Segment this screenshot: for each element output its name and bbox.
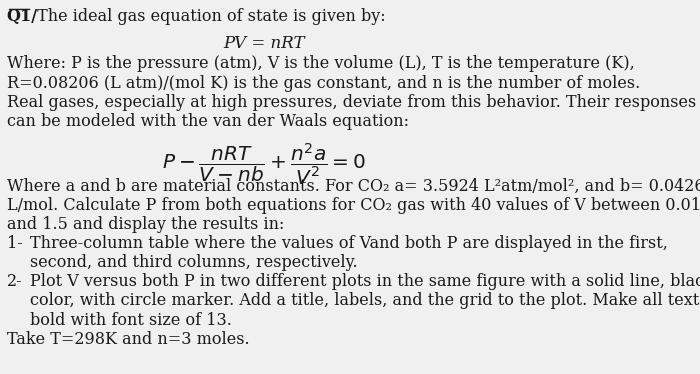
Text: L/mol. Calculate P from both equations for CO₂ gas with 40 values of V between 0: L/mol. Calculate P from both equations f… [6,197,700,214]
Text: R=0.08206 (L atm)/(mol K) is the gas constant, and n is the number of moles.: R=0.08206 (L atm)/(mol K) is the gas con… [6,74,640,92]
Text: Where: P is the pressure (atm), V is the volume (L), T is the temperature (K),: Where: P is the pressure (atm), V is the… [6,55,634,73]
Text: The ideal gas equation of state is given by:: The ideal gas equation of state is given… [32,8,386,25]
Text: bold with font size of 13.: bold with font size of 13. [30,312,232,329]
Text: Real gases, especially at high pressures, deviate from this behavior. Their resp: Real gases, especially at high pressures… [6,94,696,111]
Text: PV = nRT: PV = nRT [223,35,305,52]
Text: can be modeled with the van der Waals equation:: can be modeled with the van der Waals eq… [6,113,409,130]
Text: Plot V versus both P in two different plots in the same figure with a solid line: Plot V versus both P in two different pl… [30,273,700,290]
Text: second, and third columns, respectively.: second, and third columns, respectively. [30,254,358,271]
Text: 2-: 2- [6,273,22,290]
Text: $P - \dfrac{nRT}{V - nb} + \dfrac{n^2a}{V^2} = 0$: $P - \dfrac{nRT}{V - nb} + \dfrac{n^2a}{… [162,141,367,187]
Text: Q1/: Q1/ [6,8,38,25]
Text: color, with circle marker. Add a title, labels, and the grid to the plot. Make a: color, with circle marker. Add a title, … [30,292,700,309]
Text: and 1.5 and display the results in:: and 1.5 and display the results in: [6,216,284,233]
Text: Take T=298K and n=3 moles.: Take T=298K and n=3 moles. [6,331,249,348]
Text: Three-column table where the values of Vand both P are displayed in the first,: Three-column table where the values of V… [30,235,668,252]
Text: Where a and b are material constants. For CO₂ a= 3.5924 L²atm/mol², and b= 0.042: Where a and b are material constants. Fo… [6,178,700,195]
Text: 1-: 1- [6,235,22,252]
